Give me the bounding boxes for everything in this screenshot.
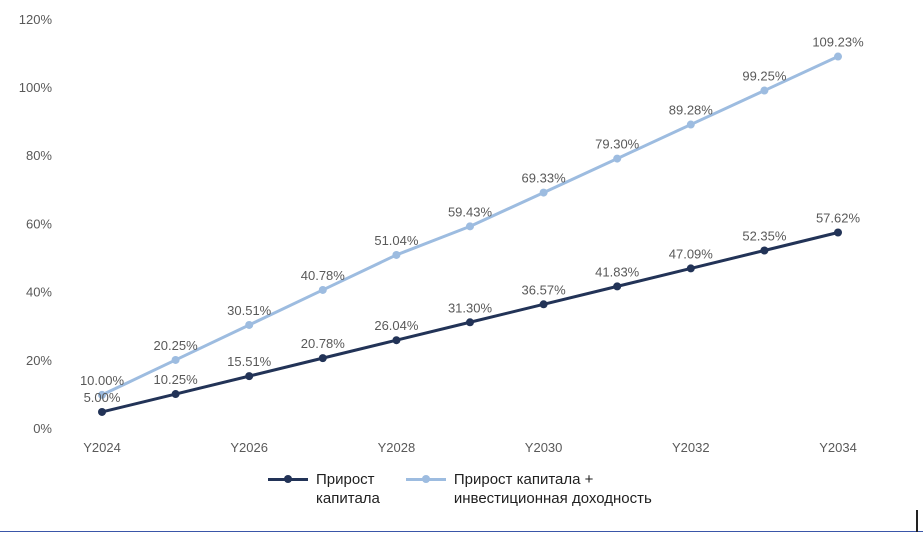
data-point bbox=[613, 282, 622, 291]
data-point bbox=[466, 222, 474, 231]
data-point bbox=[171, 390, 180, 399]
data-point bbox=[466, 318, 474, 327]
data-label: 36.57% bbox=[522, 282, 567, 297]
data-label: 69.33% bbox=[522, 171, 567, 186]
legend-item-capital-growth: Прирост капитала bbox=[268, 470, 380, 508]
data-point bbox=[760, 246, 769, 255]
data-point bbox=[539, 300, 548, 309]
data-label: 5.00% bbox=[84, 390, 121, 405]
data-point bbox=[834, 52, 842, 61]
y-tick-label: 100% bbox=[19, 80, 53, 95]
data-point bbox=[171, 355, 180, 364]
y-tick-label: 80% bbox=[26, 148, 52, 163]
x-tick-label: Y2028 bbox=[378, 440, 416, 455]
chart-legend: Прирост капитала Прирост капитала + инве… bbox=[268, 470, 652, 508]
series-layer bbox=[98, 52, 842, 416]
data-point bbox=[760, 86, 769, 95]
x-tick-label: Y2026 bbox=[230, 440, 268, 455]
legend-label-capital-plus-yield: Прирост капитала + инвестиционная доходн… bbox=[453, 471, 652, 507]
data-point bbox=[392, 336, 401, 345]
x-tick-label: Y2032 bbox=[672, 440, 710, 455]
data-label: 10.25% bbox=[154, 372, 199, 387]
data-point bbox=[318, 354, 327, 363]
legend-swatch-capital-plus-yield bbox=[405, 470, 446, 488]
bottom-divider bbox=[0, 531, 923, 532]
data-point bbox=[318, 285, 327, 294]
y-axis-tick-labels: 0% 20% 40% 60% 80% 100% 120% bbox=[19, 12, 53, 436]
data-point bbox=[392, 250, 401, 259]
data-point bbox=[539, 188, 548, 197]
data-label: 26.04% bbox=[374, 318, 419, 333]
data-point bbox=[245, 372, 254, 381]
legend-label-capital-growth: Прирост капитала bbox=[316, 471, 380, 507]
y-tick-label: 120% bbox=[19, 12, 53, 27]
y-tick-label: 60% bbox=[26, 216, 52, 231]
x-tick-label: Y2030 bbox=[525, 440, 563, 455]
data-label: 20.25% bbox=[154, 338, 199, 353]
data-point bbox=[98, 407, 106, 416]
data-point bbox=[686, 264, 695, 273]
data-point bbox=[686, 120, 695, 129]
x-tick-label: Y2034 bbox=[819, 440, 857, 455]
x-tick-label: Y2024 bbox=[83, 440, 121, 455]
data-label: 57.62% bbox=[816, 211, 861, 226]
legend-swatch-capital-growth bbox=[268, 470, 308, 488]
data-label: 99.25% bbox=[742, 69, 787, 84]
data-label: 40.78% bbox=[301, 268, 346, 283]
x-axis-tick-labels: Y2024 Y2026 Y2028 Y2030 Y2032 Y2034 bbox=[83, 440, 857, 455]
data-point bbox=[245, 320, 254, 329]
data-label: 59.43% bbox=[448, 204, 493, 219]
data-label: 51.04% bbox=[374, 233, 419, 248]
data-label: 15.51% bbox=[227, 354, 272, 369]
data-label: 10.00% bbox=[80, 373, 125, 388]
data-labels-layer: 5.00% 10.25% 15.51% 20.78% 26.04% 31.30% 36.57… bbox=[80, 35, 864, 405]
data-label: 79.30% bbox=[595, 137, 640, 152]
right-edge-mark bbox=[916, 510, 918, 532]
data-label: 41.83% bbox=[595, 264, 640, 279]
data-point bbox=[834, 228, 842, 237]
y-tick-label: 20% bbox=[26, 353, 52, 368]
legend-item-capital-plus-yield: Прирост капитала + инвестиционная доходн… bbox=[405, 470, 652, 508]
data-label: 47.09% bbox=[669, 246, 714, 261]
y-tick-label: 0% bbox=[33, 421, 52, 436]
y-tick-label: 40% bbox=[26, 285, 52, 300]
data-label: 109.23% bbox=[812, 35, 864, 50]
data-label: 31.30% bbox=[448, 300, 493, 315]
data-label: 30.51% bbox=[227, 303, 272, 318]
data-label: 52.35% bbox=[742, 228, 787, 243]
data-label: 89.28% bbox=[669, 103, 714, 118]
data-point bbox=[98, 390, 106, 399]
data-label: 20.78% bbox=[301, 336, 346, 351]
data-point bbox=[613, 154, 622, 163]
